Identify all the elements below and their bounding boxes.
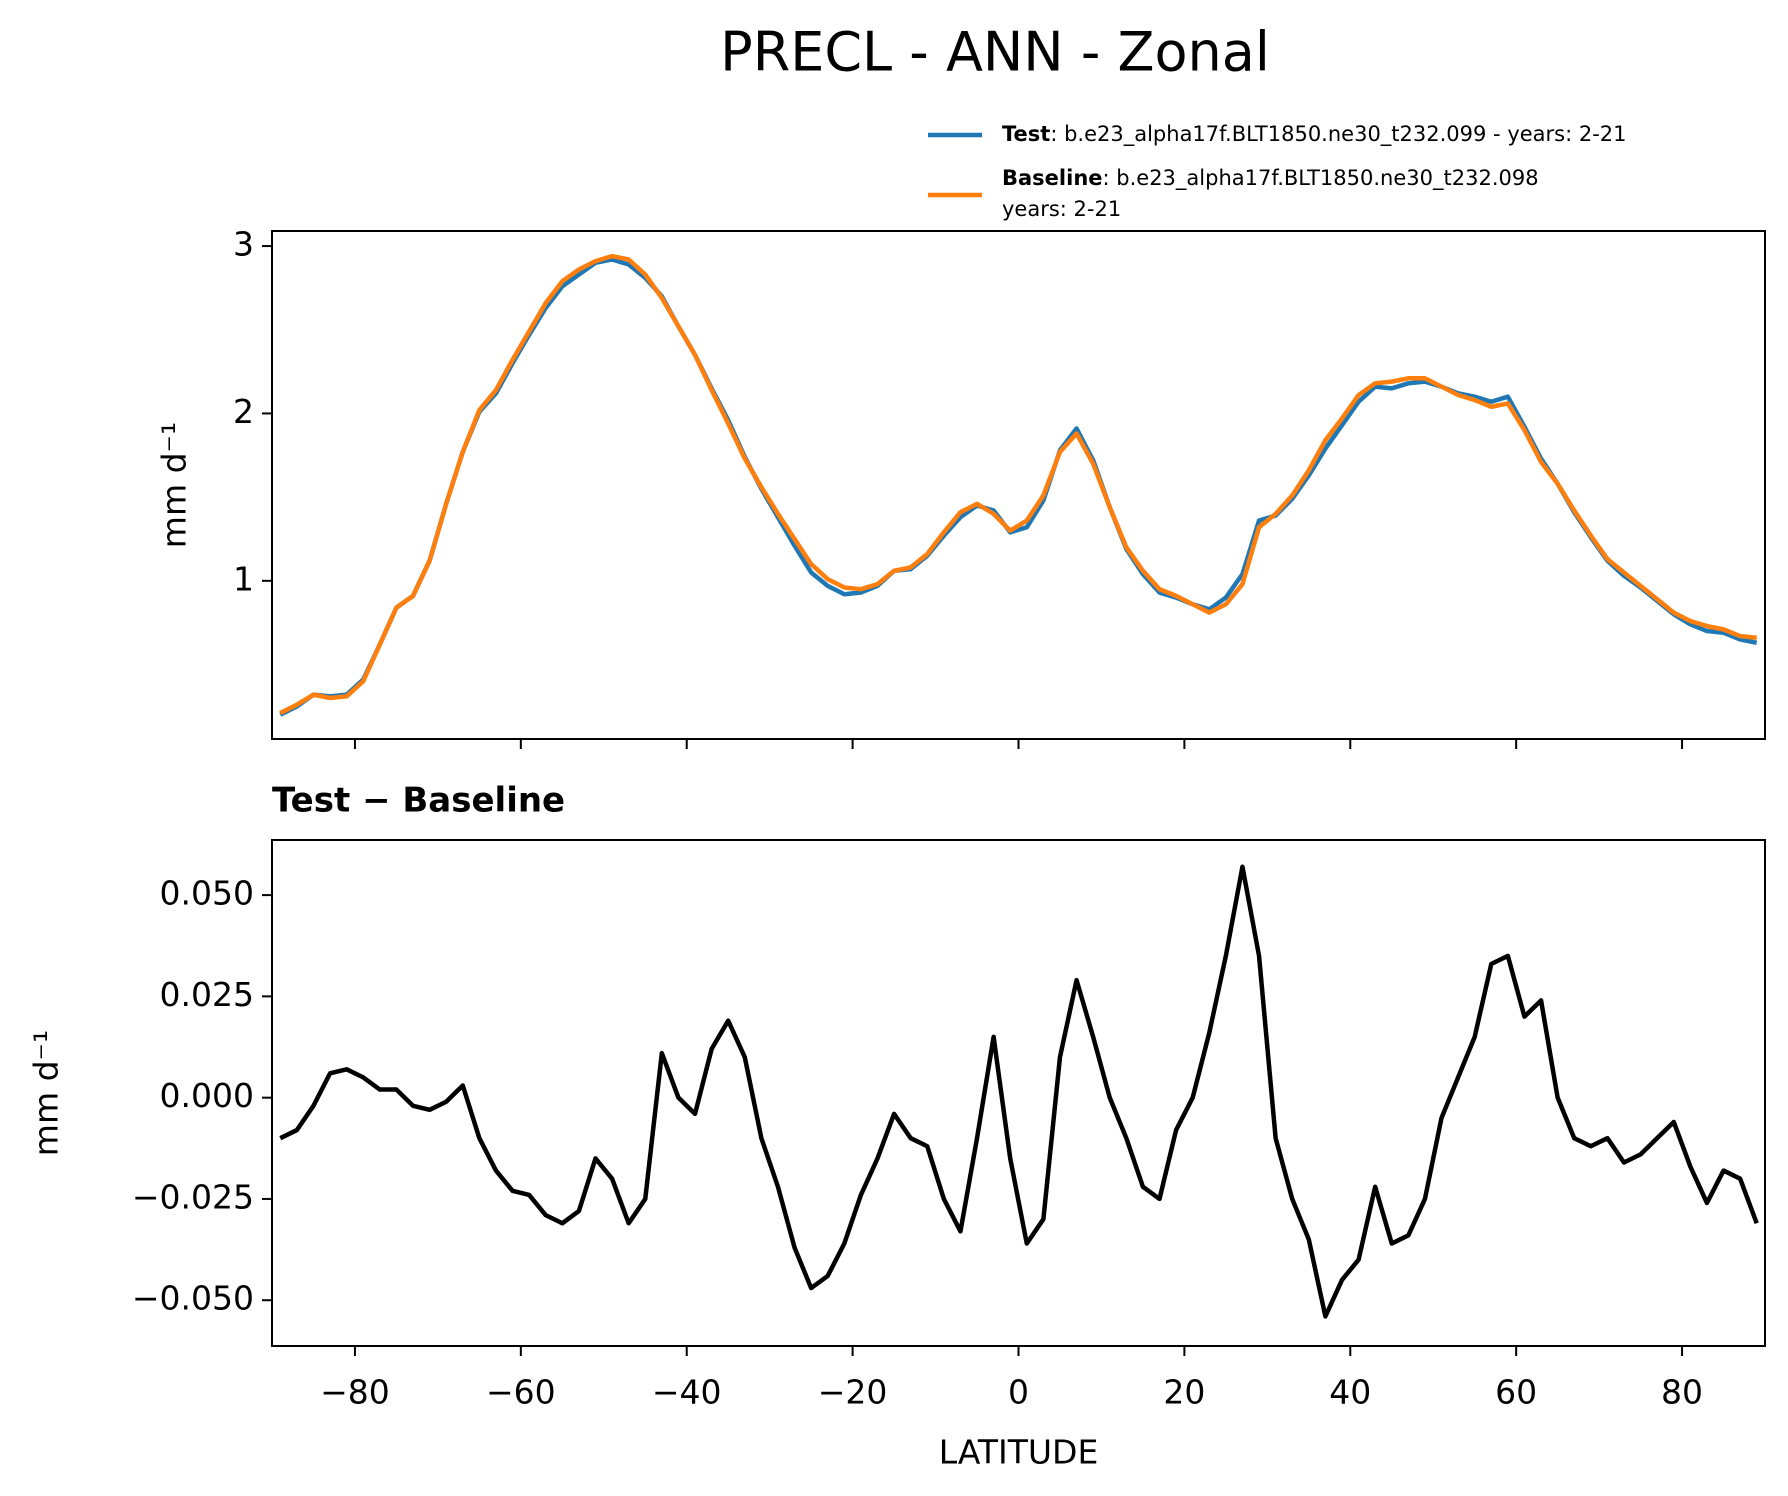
x-tick-label: −60 — [486, 1373, 556, 1412]
y-tick-label: 0.000 — [160, 1076, 254, 1115]
legend-label: Test: b.e23_alpha17f.BLT1850.ne30_t232.0… — [1002, 122, 1627, 147]
series-line — [279, 257, 1758, 717]
y-axis-label: mm d⁻¹ — [27, 1030, 66, 1156]
subplot-title: Test − Baseline — [272, 781, 565, 821]
y-tick-label: 3 — [233, 225, 254, 264]
legend-name: Test — [1002, 122, 1050, 146]
legend-description: years: 2-21 — [1002, 197, 1121, 221]
x-tick-label: 80 — [1661, 1373, 1703, 1412]
y-tick-label: 2 — [233, 392, 254, 431]
y-tick-label: −0.025 — [132, 1177, 254, 1216]
legend-description: : b.e23_alpha17f.BLT1850.ne30_t232.099 -… — [1050, 122, 1626, 147]
legend-name: Baseline — [1002, 166, 1103, 190]
x-tick-label: 0 — [1008, 1373, 1029, 1412]
x-tick-label: 20 — [1163, 1373, 1205, 1412]
x-tick-label: 40 — [1329, 1373, 1371, 1412]
y-tick-label: −0.050 — [132, 1279, 254, 1318]
plot-area — [279, 253, 1758, 717]
plot-area — [279, 864, 1759, 1319]
x-tick-label: 60 — [1495, 1373, 1537, 1412]
axes-frame — [271, 839, 1766, 1347]
x-tick-label: −20 — [818, 1373, 888, 1412]
figure-title: PRECL - ANN - Zonal — [720, 21, 1270, 84]
y-axis-label: mm d⁻¹ — [155, 422, 194, 548]
axes-frame — [271, 230, 1766, 740]
x-tick-label: −80 — [320, 1373, 390, 1412]
x-tick-label: −40 — [652, 1373, 722, 1412]
series-line — [279, 253, 1757, 716]
legend-label: Baseline: b.e23_alpha17f.BLT1850.ne30_t2… — [1002, 166, 1539, 191]
y-tick-label: 0.050 — [160, 874, 254, 913]
y-tick-label: 0.025 — [160, 975, 254, 1014]
x-axis-label: LATITUDE — [939, 1433, 1099, 1472]
y-tick-label: 1 — [233, 559, 254, 598]
series-line — [279, 864, 1759, 1319]
legend-description: : b.e23_alpha17f.BLT1850.ne30_t232.098 — [1103, 166, 1539, 191]
